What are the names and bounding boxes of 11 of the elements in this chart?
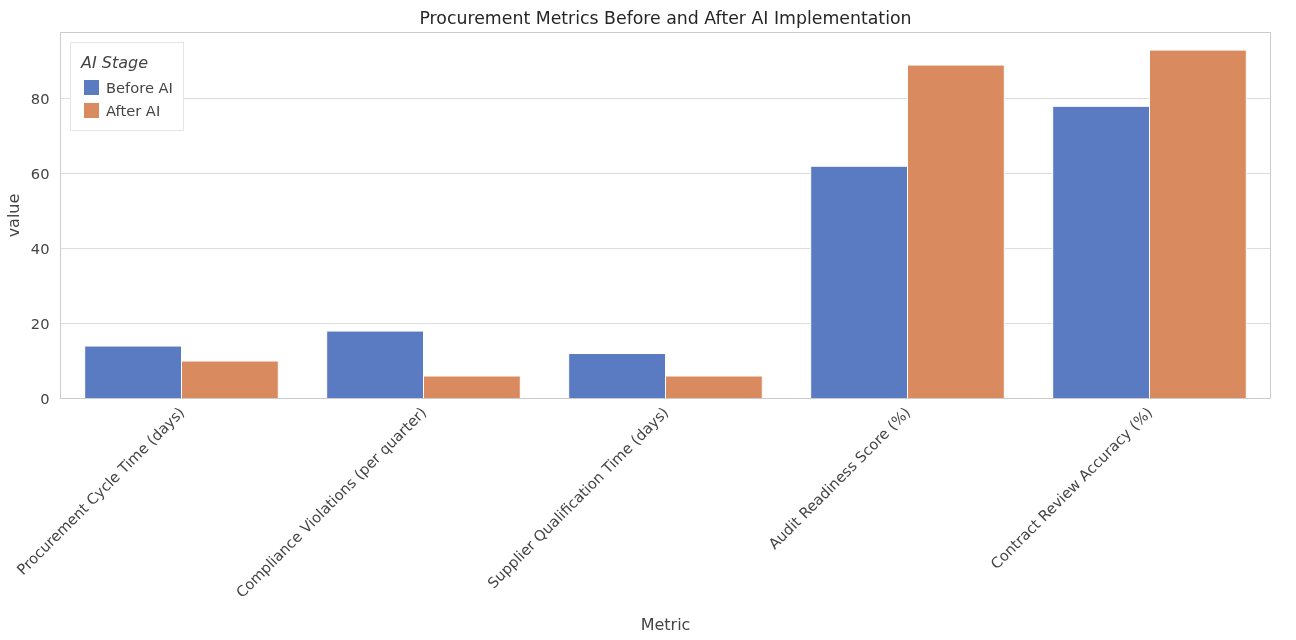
y-tick-label: 20 (30, 314, 50, 332)
legend-label: After AI (106, 101, 161, 119)
y-axis-title: value (3, 193, 23, 238)
y-tick-label: 40 (30, 239, 50, 257)
x-axis-title: Metric (640, 614, 691, 634)
chart-title: Procurement Metrics Before and After AI Implementation (419, 7, 912, 28)
legend-label: Before AI (106, 78, 173, 96)
y-tick-label: 0 (40, 389, 50, 407)
legend-title: AI Stage (81, 53, 149, 72)
y-tick-label: 60 (30, 164, 50, 182)
y-tick-label: 80 (30, 89, 50, 107)
